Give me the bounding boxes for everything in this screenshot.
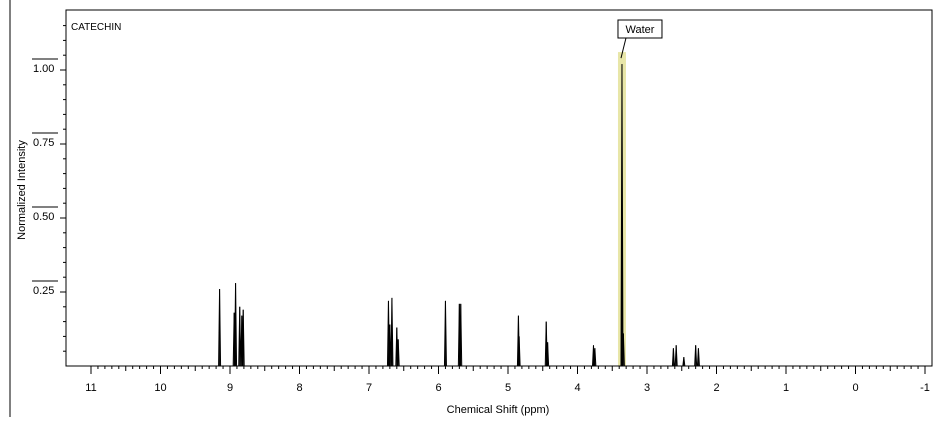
x-tick-label: 9 [227,382,233,394]
plot-frame [65,9,933,367]
x-tick-label: 3 [644,382,650,394]
annotation-box [617,19,663,39]
y-axis-label: Normalized Intensity [16,140,28,240]
x-tick-label: 7 [366,382,372,394]
spectrum-trace [91,64,925,367]
x-tick-label: 0 [852,382,858,394]
x-tick-label: 11 [85,382,96,394]
x-tick-label: 5 [505,382,511,394]
annotation-label: Water [626,24,655,36]
annotation-leader [620,37,627,59]
x-tick-label: 2 [713,382,719,394]
x-tick-label: 6 [435,382,441,394]
x-tick-label: 1 [783,382,789,394]
x-tick-label: 4 [574,382,580,394]
x-tick-label: 8 [296,382,302,394]
y-tick-label: 1.00 [33,63,54,75]
y-tick-label: 0.50 [33,211,54,223]
x-axis-label: Chemical Shift (ppm) [447,404,550,416]
y-tick-label: 0.25 [33,285,54,297]
y-tick-label: 0.75 [33,137,54,149]
chart-title: CATECHIN [71,22,121,33]
x-tick-label: -1 [920,382,930,394]
x-tick-label: 10 [154,382,166,394]
